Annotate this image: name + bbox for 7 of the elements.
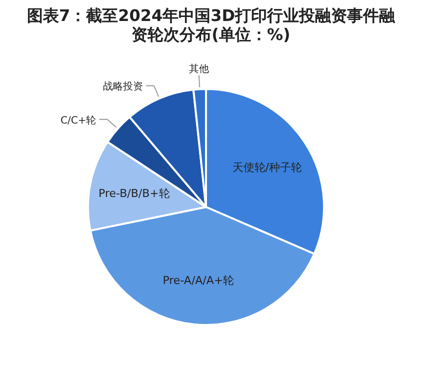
slice-label: 战略投资 [102,80,143,93]
slice-label: Pre-B/B/B+轮 [98,187,170,200]
slice-label: Pre-A/A/A+轮 [162,274,234,287]
slice-label: C/C+轮 [60,114,96,126]
slice-label: 天使轮/种子轮 [232,160,302,174]
chart-title: 图表7：截至2024年中国3D打印行业投融资事件融资轮次分布(单位：%) [26,6,396,44]
slice-label: 其他 [188,63,209,76]
